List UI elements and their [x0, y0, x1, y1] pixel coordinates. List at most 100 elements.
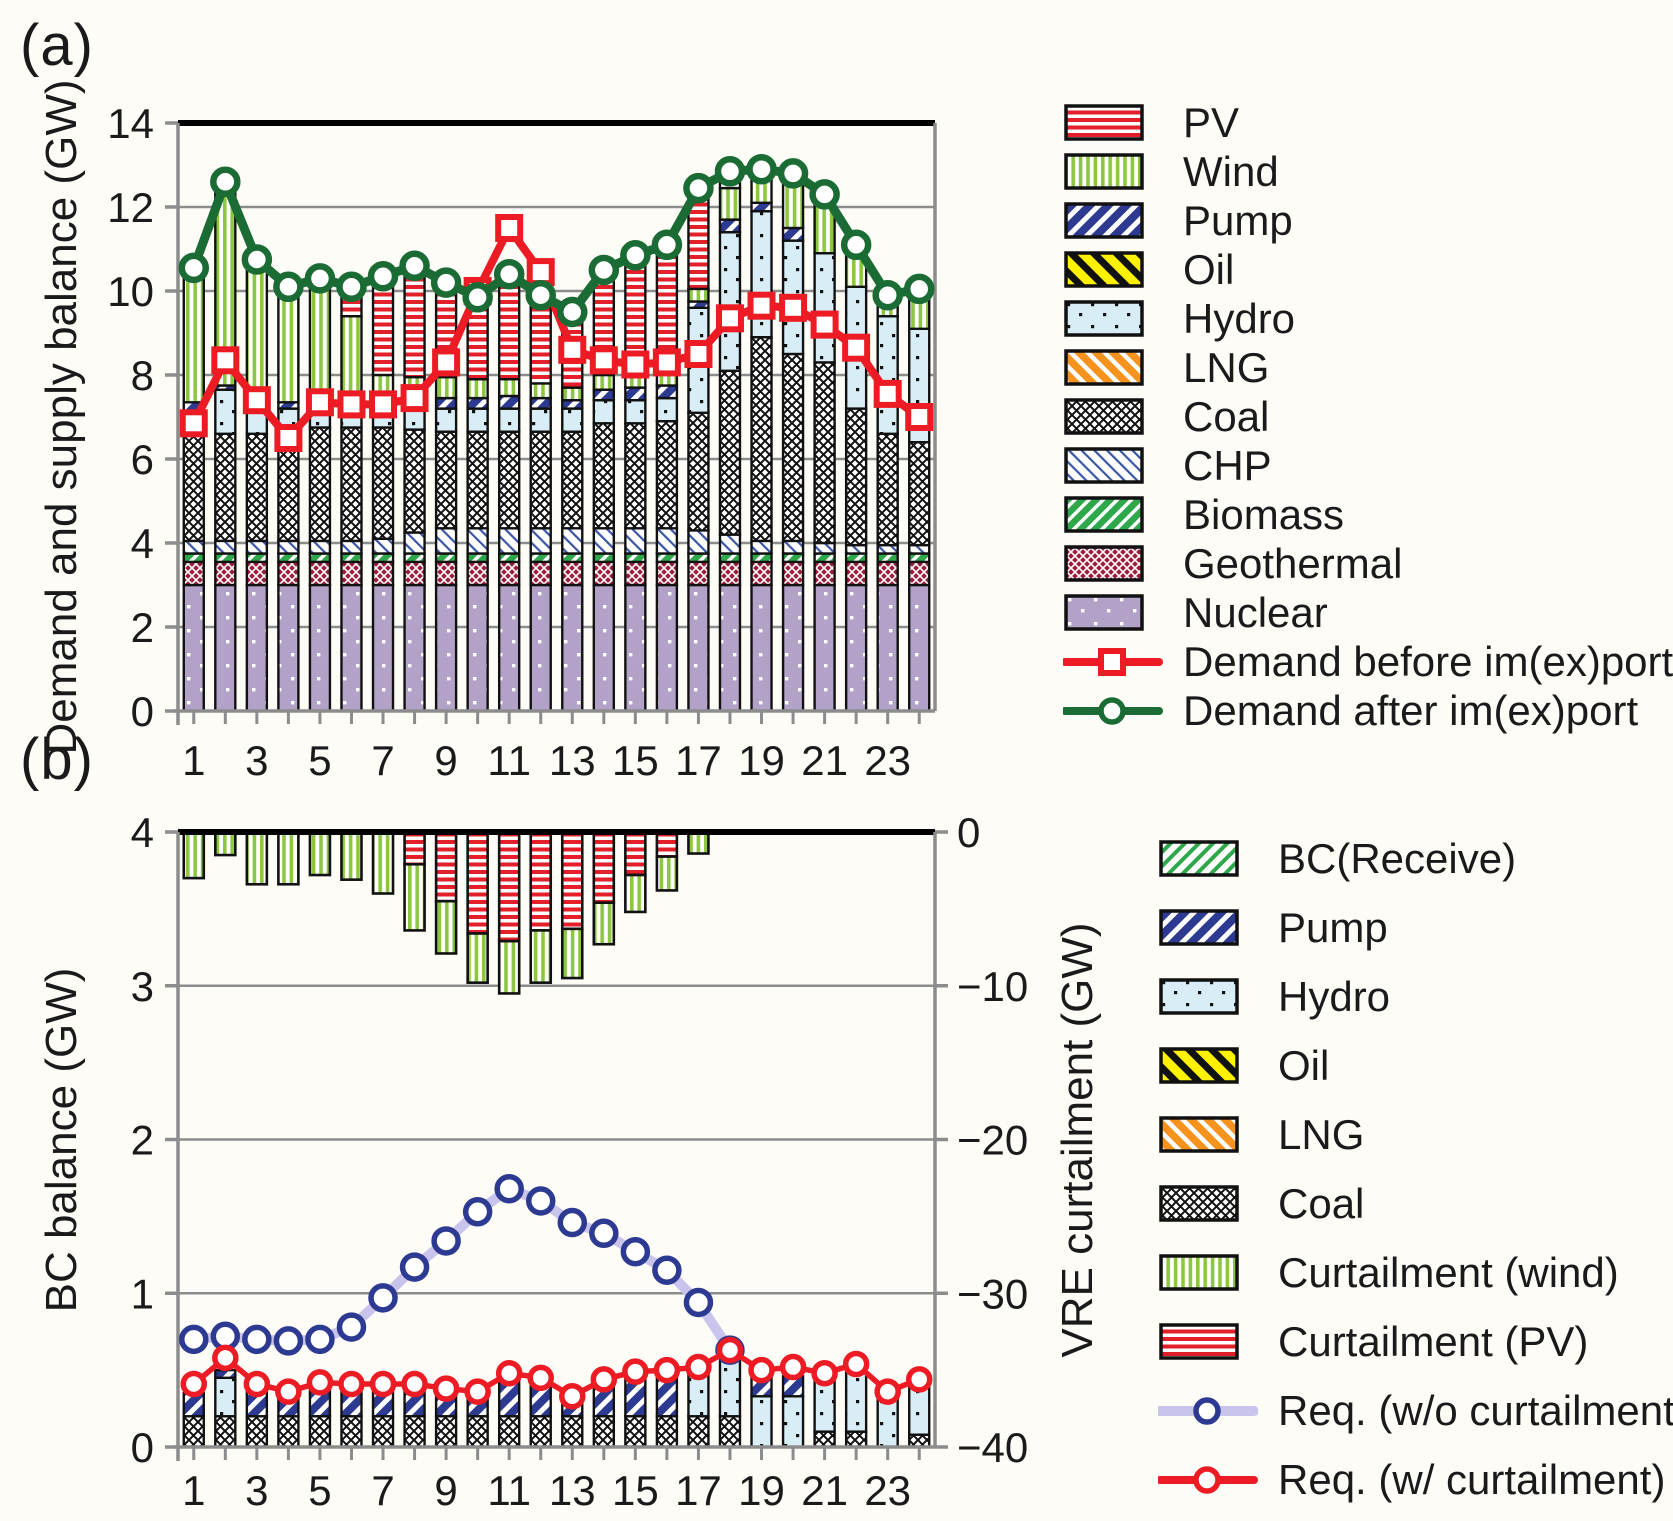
legend-label-hydro: Hydro	[1183, 294, 1296, 342]
legend-swatch-lng-icon	[1064, 348, 1144, 386]
legend-panel-b: BC(Receive) Pump Hydro Oil LNG Coal Curtailmen…	[1158, 824, 1673, 1514]
panel-a-x-tick-label: 5	[308, 737, 331, 784]
bar-a-h20-chp	[781, 539, 805, 555]
legend-label-lng: LNG	[1183, 343, 1270, 391]
legend-label-geothermal: Geothermal	[1183, 539, 1403, 587]
legend-b-item-hydro: Hydro	[1158, 962, 1673, 1031]
bar-a-h18-biomass	[718, 552, 742, 564]
marker-demand-after	[746, 153, 777, 185]
marker-req-without	[652, 1255, 682, 1285]
legend-swatch-req_w-icon	[1158, 1465, 1258, 1494]
bar-b-h11-coal	[497, 1415, 521, 1449]
legend-label-req_w: Req. (w/ curtailment)	[1278, 1455, 1666, 1503]
bar-a-h7-pv	[371, 277, 395, 377]
panel-a-frame	[165, 120, 937, 725]
bar-a-h16-coal	[655, 420, 679, 530]
bar-a-h23-chp	[876, 543, 899, 555]
bar-a-h14-hydro	[592, 399, 616, 425]
marker-demand-after	[399, 250, 430, 282]
bar-b-h14-curtail_wind	[592, 901, 616, 946]
bar-b-h1-coal	[182, 1415, 205, 1449]
bar-a-h9-chp	[434, 527, 458, 555]
marker-demand-before	[810, 310, 839, 339]
marker-req-with	[212, 1344, 239, 1372]
marker-demand-before	[558, 335, 587, 364]
marker-demand-before	[873, 379, 902, 408]
legend-label-pump: Pump	[1183, 196, 1293, 244]
bar-a-h12-coal	[529, 430, 552, 530]
marker-req-with	[527, 1364, 554, 1392]
bar-a-h12-chp	[529, 527, 552, 555]
panel-a-x-tick-label: 17	[675, 737, 722, 784]
legend-label-chp: CHP	[1183, 441, 1272, 489]
panel-b-x-tick-label: 5	[308, 1467, 331, 1514]
bar-a-h11-wind	[497, 378, 521, 398]
bar-a-h16-biomass	[655, 552, 679, 564]
marker-req-with	[306, 1369, 334, 1396]
bar-a-h2-chp	[214, 539, 237, 555]
bar-a-h17-biomass	[687, 552, 710, 564]
panel-b-x-tick-label: 15	[612, 1467, 659, 1514]
panel-a-x-tick-label: 23	[864, 737, 911, 784]
legend-a-item-geothermal: Geothermal	[1063, 539, 1673, 588]
bar-a-h11-coal	[497, 430, 521, 530]
panel-a-bars	[182, 167, 931, 713]
marker-demand-before	[747, 291, 776, 320]
legend-swatch-demand_before-icon	[1063, 647, 1163, 676]
legend-label-req_wo: Req. (w/o curtailment)	[1278, 1386, 1673, 1434]
marker-demand-after	[588, 254, 620, 286]
bar-b-h2-hydro	[214, 1376, 237, 1418]
bar-b-h2-coal	[214, 1415, 237, 1449]
marker-req-with	[748, 1356, 775, 1384]
bar-b-h16-curtail_pv	[655, 830, 679, 858]
legend-swatch-bc_receive-icon	[1159, 839, 1239, 877]
bar-a-h9-hydro	[434, 407, 458, 433]
bar-b-h1-curtail_wind	[182, 830, 206, 880]
bar-a-h6-biomass	[340, 552, 363, 564]
marker-demand-after	[777, 158, 809, 189]
bar-a-h15-geothermal	[624, 560, 647, 587]
legend-label-hydro: Hydro	[1278, 972, 1391, 1020]
marker-demand-after	[241, 244, 273, 275]
bar-b-h12-curtail_wind	[529, 929, 553, 984]
bar-b-h24-coal	[908, 1433, 931, 1449]
marker-demand-after	[809, 179, 840, 210]
legend-b-item-curtail_pv: Curtailment (PV)	[1158, 1307, 1673, 1376]
marker-req-without	[305, 1324, 335, 1355]
marker-req-without	[525, 1186, 556, 1216]
bar-a-h14-chp	[592, 527, 616, 555]
legend-swatch-lng-icon	[1159, 1115, 1239, 1153]
marker-req-with	[622, 1358, 649, 1385]
bar-a-h10-hydro	[466, 407, 489, 433]
legend-swatch-req_wo-icon	[1158, 1396, 1258, 1425]
bar-a-h4-nuclear	[277, 583, 300, 713]
marker-req-with	[685, 1353, 712, 1381]
bar-b-h10-curtail_wind	[466, 932, 489, 984]
marker-demand-before	[589, 346, 618, 375]
legend-label-coal: Coal	[1183, 392, 1270, 440]
marker-req-without	[494, 1173, 524, 1204]
panel-a-y-tick-label: 2	[131, 604, 154, 651]
legend-swatch-curtail_pv-icon	[1159, 1322, 1239, 1360]
legend-a-item-oil: Oil	[1063, 245, 1673, 294]
panel-a-x-tick-label: 1	[182, 737, 205, 784]
bar-a-h19-pump	[750, 201, 773, 213]
bar-b-h8-curtail_wind	[403, 862, 426, 932]
legend-b-item-req_wo: Req. (w/o curtailment)	[1158, 1376, 1673, 1445]
legend-swatch-curtail_wind-icon	[1159, 1253, 1239, 1291]
legend-swatch-oil-icon	[1064, 250, 1144, 288]
marker-req-without	[431, 1226, 461, 1256]
bar-a-h23-coal	[876, 432, 899, 547]
bar-b-h5-coal	[308, 1415, 332, 1449]
line-req-without-curtailment	[179, 1173, 745, 1365]
bar-a-h20-coal	[781, 352, 805, 543]
bar-a-h2-geothermal	[214, 560, 237, 587]
bar-a-h15-biomass	[624, 552, 647, 564]
bar-a-h13-hydro	[561, 407, 584, 433]
bar-a-h20-pump	[781, 226, 805, 242]
legend-b-item-oil: Oil	[1158, 1031, 1673, 1100]
bar-a-h15-chp	[624, 527, 647, 555]
bar-a-h4-geothermal	[277, 560, 300, 587]
bar-a-h21-hydro	[813, 251, 836, 364]
